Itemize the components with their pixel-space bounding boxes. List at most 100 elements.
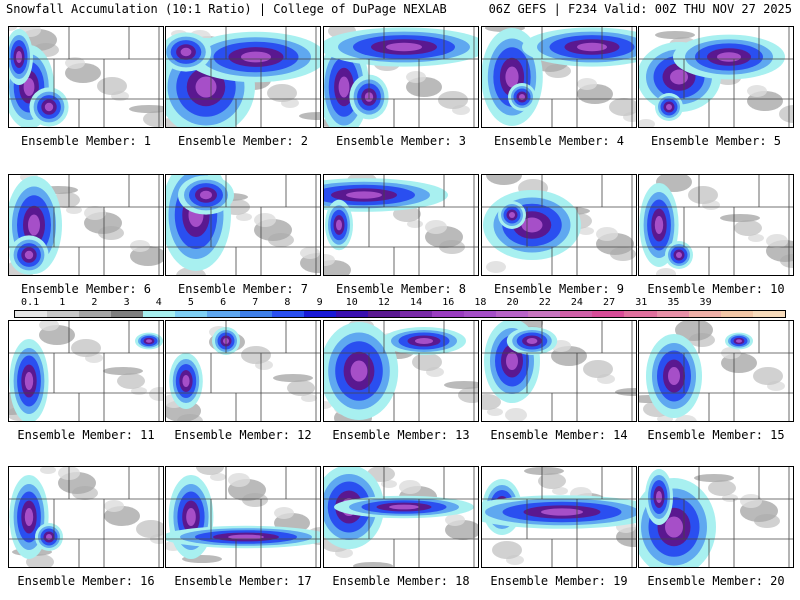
snow-contour: [241, 346, 271, 364]
snow-contour: [509, 212, 515, 218]
snow-contour: [228, 534, 264, 540]
snow-contour: [425, 220, 447, 234]
snow-contour: [28, 214, 40, 236]
snow-contour: [655, 31, 695, 39]
snow-contour: [486, 175, 522, 185]
panel-label: Ensemble Member: 16: [17, 574, 155, 588]
snowfall-map: [324, 321, 478, 421]
snow-contour: [444, 381, 478, 389]
colorbar-tick-label: 8: [284, 297, 291, 308]
ensemble-panel: [165, 466, 321, 568]
panel-label: Ensemble Member: 19: [490, 574, 628, 588]
panel-label: Ensemble Member: 3: [335, 134, 467, 148]
snow-contour: [273, 374, 313, 382]
ensemble-panel: [481, 466, 637, 568]
colorbar-swatch: [335, 311, 368, 317]
colorbar-tick-label: 39: [699, 297, 712, 308]
snowfall-map: [639, 321, 793, 421]
snow-contour: [505, 66, 519, 88]
colorbar-tick-label: 22: [538, 297, 551, 308]
snow-contour: [274, 507, 294, 519]
colorbar-swatch: [367, 311, 400, 317]
snow-contour: [740, 494, 762, 508]
snow-contour: [324, 254, 335, 266]
snowfall-map: [166, 321, 320, 421]
colorbar-tick-label: 0.1: [21, 297, 40, 308]
snow-contour: [228, 473, 250, 487]
snow-contour: [182, 375, 190, 387]
snow-contour: [506, 352, 518, 370]
snow-contour: [353, 562, 393, 567]
snow-contour: [287, 380, 315, 396]
snowfall-map: [482, 175, 636, 275]
snowfall-map: [482, 321, 636, 421]
colorbar-tick-label: 20: [506, 297, 519, 308]
ensemble-panel: [323, 466, 479, 568]
colorbar-tick-label: 3: [123, 297, 130, 308]
snow-contour: [346, 191, 382, 199]
snowfall-map: [639, 467, 793, 567]
snow-contour: [136, 520, 163, 538]
snow-contour: [16, 51, 22, 63]
snow-contour: [676, 252, 682, 258]
snow-contour: [9, 27, 17, 31]
snow-contour: [670, 69, 688, 85]
colorbar-swatch: [624, 311, 657, 317]
panel-label: Ensemble Member: 4: [493, 134, 625, 148]
panel-label: Ensemble Member: 8: [335, 282, 467, 296]
colorbar-swatch: [15, 311, 48, 317]
colorbar-tick-label: 14: [410, 297, 423, 308]
panel-label: Ensemble Member: 11: [17, 428, 155, 442]
colorbar-tick-label: 9: [316, 297, 323, 308]
snow-contour: [552, 487, 568, 495]
snowfall-map: [482, 27, 636, 127]
snow-contour: [654, 216, 664, 234]
snow-contour: [748, 234, 764, 242]
snowfall-map: [166, 175, 320, 275]
snow-contour: [200, 190, 212, 200]
snow-contour: [71, 339, 101, 357]
snow-contour: [505, 408, 527, 421]
snow-contour: [734, 220, 762, 236]
snow-contour: [519, 94, 525, 100]
colorbar: [14, 310, 786, 318]
colorbar-swatch: [688, 311, 721, 317]
snow-contour: [236, 213, 252, 221]
snow-contour: [524, 467, 564, 475]
colorbar-tick-label: 31: [635, 297, 648, 308]
snowfall-map: [639, 175, 793, 275]
ensemble-panel: [323, 320, 479, 422]
colorbar-swatch: [175, 311, 208, 317]
ensemble-panel: [165, 320, 321, 422]
map-title: Snowfall Accumulation (10:1 Ratio) | Col…: [6, 2, 447, 16]
ensemble-panel: [165, 26, 321, 128]
ensemble-panel: [638, 466, 794, 568]
snow-contour: [44, 102, 54, 112]
snow-contour: [24, 250, 34, 260]
panel-label: Ensemble Member: 7: [177, 282, 309, 296]
panel-label: Ensemble Member: 20: [647, 574, 785, 588]
panel-label: Ensemble Member: 13: [332, 428, 470, 442]
colorbar-tick-label: 24: [570, 297, 583, 308]
snow-contour: [487, 408, 503, 416]
colorbar-swatch: [432, 311, 465, 317]
snowfall-map: [324, 467, 478, 567]
colorbar-swatch: [303, 311, 336, 317]
panel-label: Ensemble Member: 5: [650, 134, 782, 148]
ensemble-panel: [481, 26, 637, 128]
snow-contour: [103, 367, 143, 375]
panel-label: Ensemble Member: 14: [490, 428, 628, 442]
snow-contour: [639, 119, 655, 127]
colorbar-swatch: [399, 311, 433, 317]
colorbar-tick-label: 10: [345, 297, 358, 308]
panel-label: Ensemble Member: 18: [332, 574, 470, 588]
snow-contour: [458, 387, 478, 403]
colorbar-swatch: [111, 311, 144, 317]
snow-contour: [180, 47, 192, 57]
snow-contour: [130, 240, 150, 252]
snow-contour: [146, 339, 152, 343]
snow-contour: [386, 42, 422, 52]
snowfall-map: [166, 27, 320, 127]
snow-contour: [149, 387, 163, 401]
snowfall-map: [639, 27, 793, 127]
